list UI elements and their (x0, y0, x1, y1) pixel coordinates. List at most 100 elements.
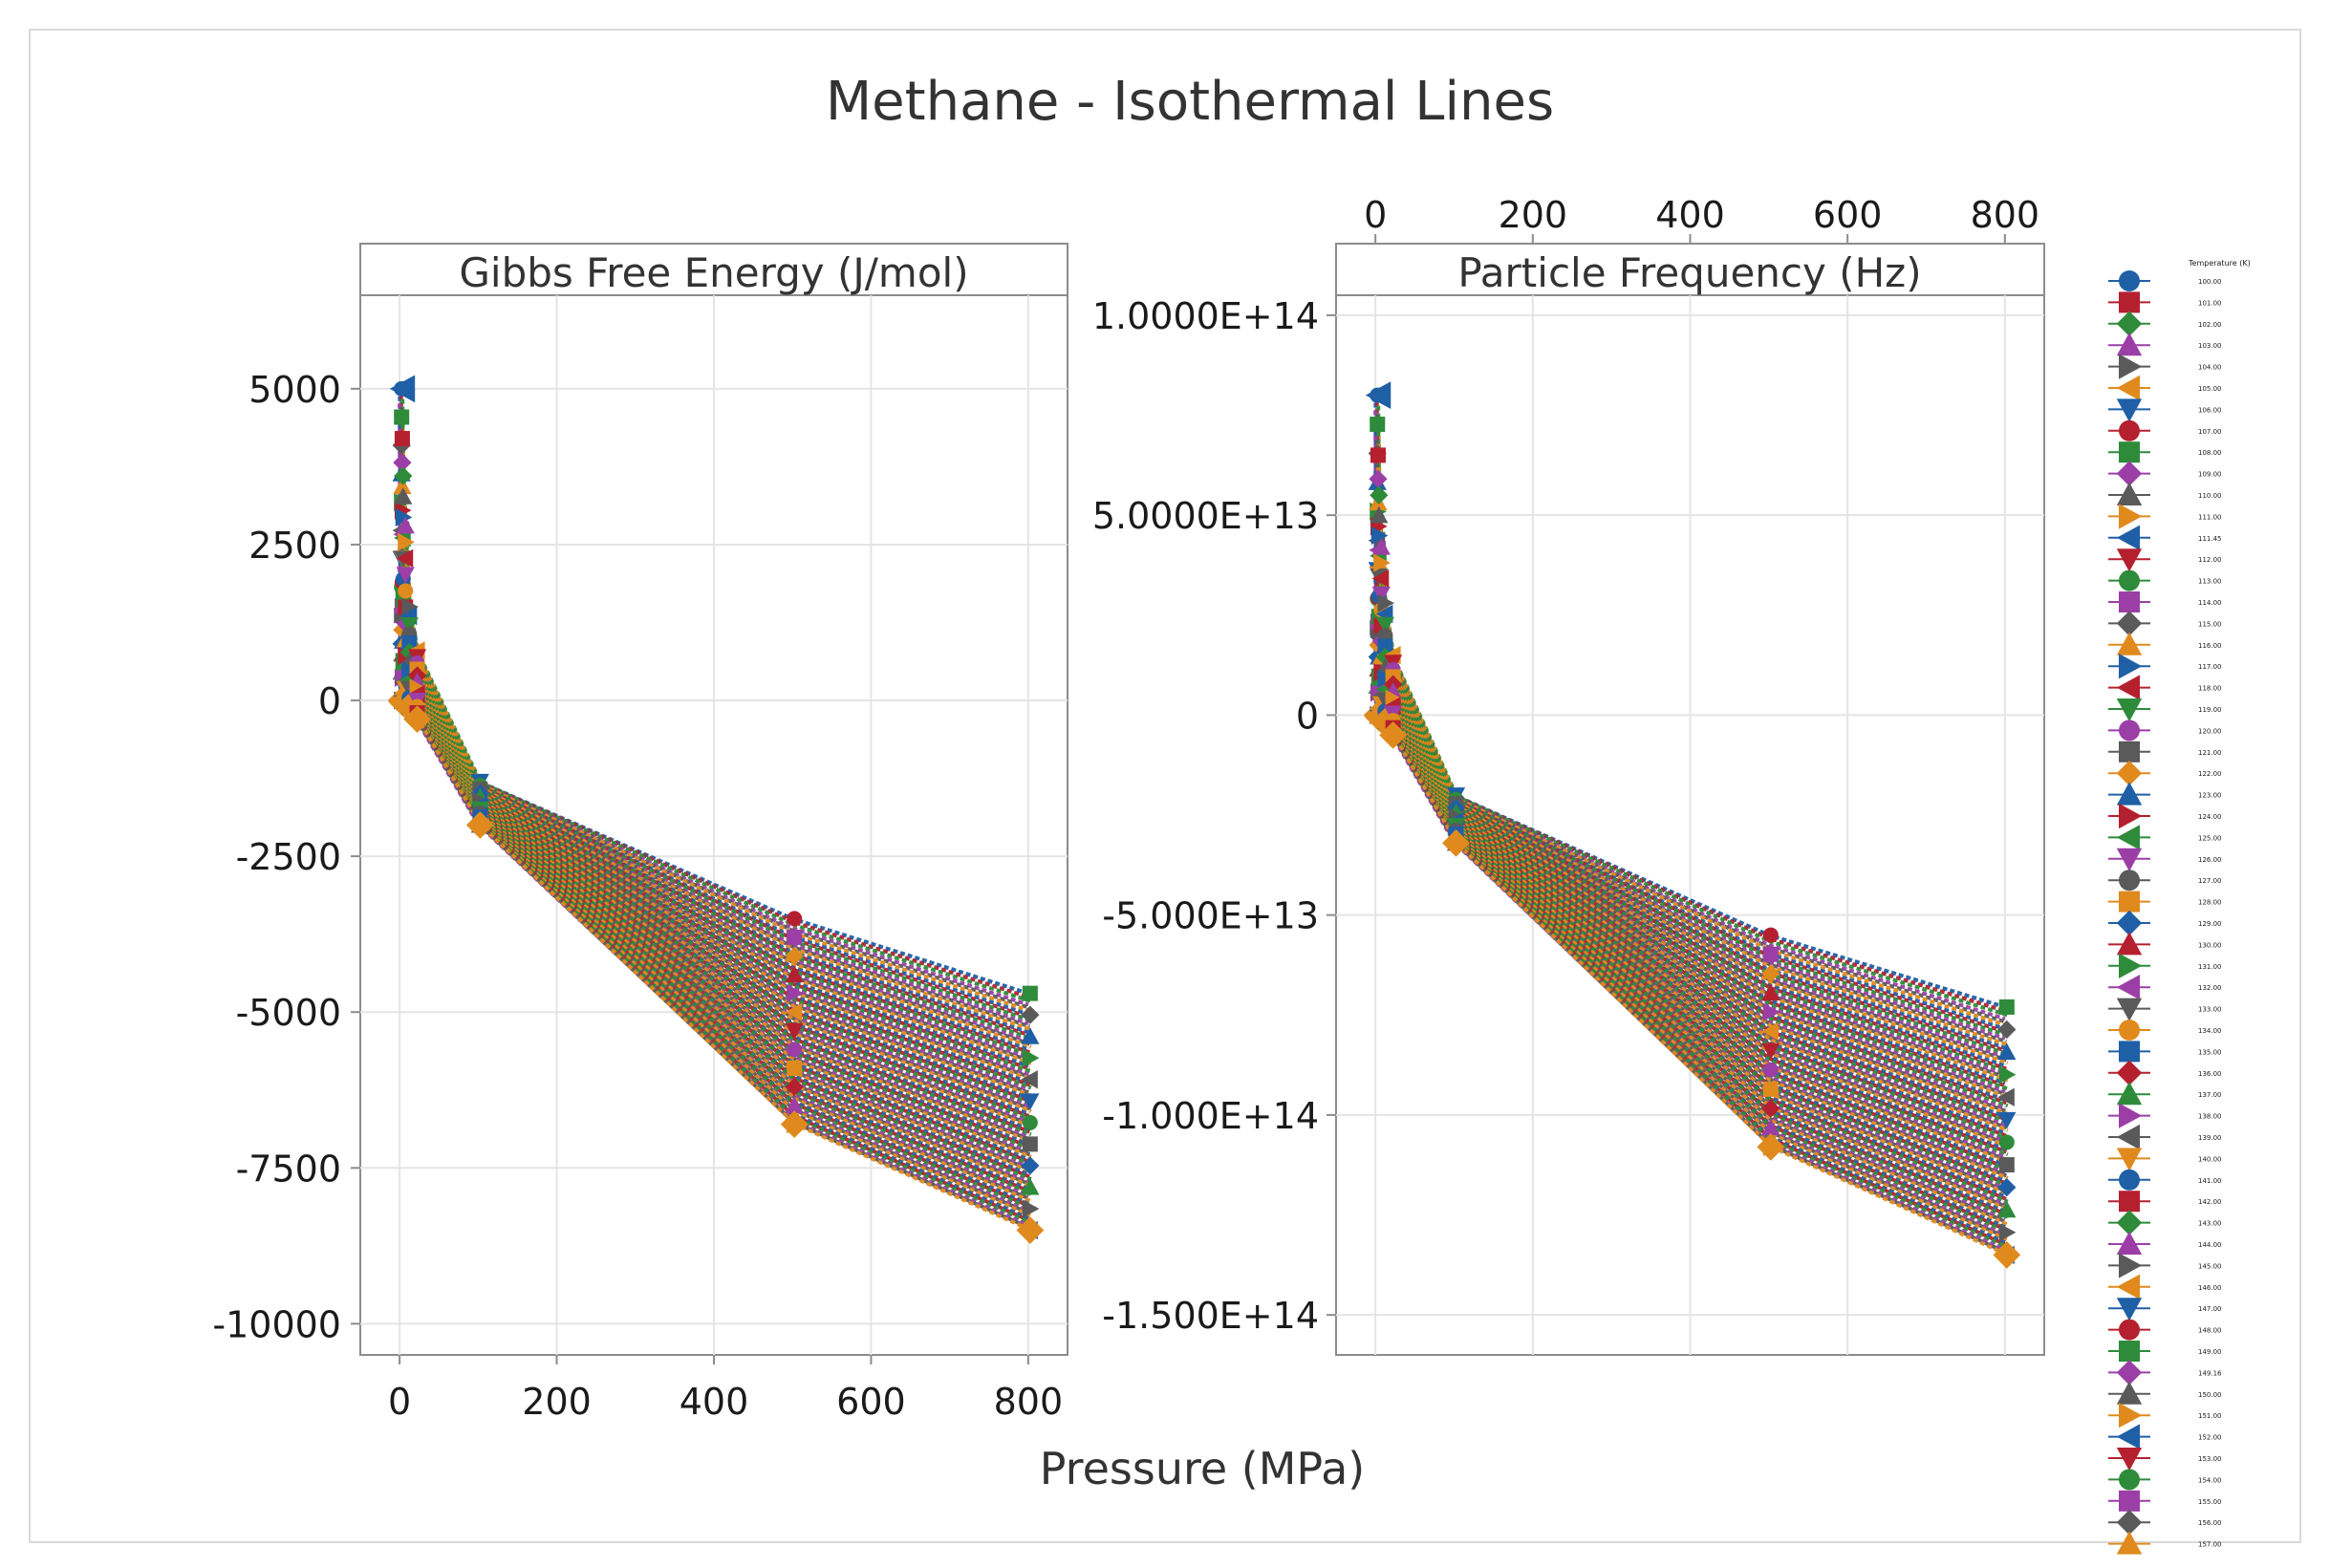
series-marker (1022, 1136, 1038, 1152)
figure-frame (29, 29, 2301, 1543)
legend-marker (2116, 848, 2143, 871)
legend-entry: 113.00 (2198, 578, 2222, 586)
legend-entry: 156.00 (2198, 1519, 2222, 1527)
frequency-markers (1363, 381, 2021, 1269)
legend-marker (2116, 1274, 2140, 1300)
series-marker (1377, 638, 1393, 655)
legend-entry: 104.00 (2198, 364, 2222, 372)
series-marker (1761, 983, 1780, 1001)
series-marker (396, 567, 415, 585)
series-marker (1377, 593, 1394, 612)
series-marker (1370, 485, 1389, 505)
legend-entry: 100.00 (2198, 278, 2222, 286)
legend-entry: 103.00 (2198, 342, 2222, 350)
series-marker (1998, 1065, 2017, 1085)
legend-entry: 139.00 (2198, 1134, 2222, 1142)
legend-entry: 105.00 (2198, 385, 2222, 393)
legend-marker (2116, 482, 2143, 505)
legend-marker (2116, 611, 2143, 636)
legend-entry: 121.00 (2198, 749, 2222, 757)
legend-marker (2116, 398, 2143, 422)
series-marker (1370, 505, 1389, 524)
legend-marker (2119, 504, 2143, 529)
legend-marker (2116, 632, 2143, 655)
series-marker (394, 466, 413, 485)
legend-marker (2119, 741, 2140, 763)
legend-entry: 153.00 (2198, 1455, 2222, 1463)
gibbs-panel-title: Gibbs Free Energy (J/mol) (459, 249, 968, 296)
legend-marker (2116, 1448, 2143, 1471)
last-isotherm-marker (1379, 720, 1408, 749)
legend-entry: 135.00 (2198, 1048, 2222, 1056)
series-marker (1022, 1199, 1040, 1218)
legend-marker (2116, 548, 2143, 572)
legend-marker (2116, 461, 2143, 486)
series-marker (1997, 1200, 2017, 1218)
series-marker (1369, 469, 1388, 488)
isotherm-line (1376, 655, 2009, 1212)
legend-entry: 120.00 (2198, 727, 2222, 735)
y-tick-label: 5000 (248, 369, 341, 411)
series-marker (787, 984, 804, 1003)
first-isotherm-marker (389, 375, 416, 403)
legend-marker (2116, 1210, 2143, 1235)
legend-title: Temperature (K) (2188, 259, 2251, 268)
series-marker (1021, 1156, 1040, 1175)
legend-marker (2119, 1319, 2140, 1341)
legend-marker (2119, 891, 2140, 913)
x-tick-label: 200 (522, 1381, 592, 1423)
legend-entry: 142.00 (2198, 1198, 2222, 1206)
legend-entry: 149.00 (2198, 1348, 2222, 1356)
last-isotherm-marker (1757, 1132, 1785, 1161)
series-marker (1997, 1111, 2017, 1129)
legend-marker (2119, 569, 2140, 591)
series-marker (785, 946, 804, 966)
legend-marker (2116, 1381, 2143, 1405)
legend-entry: 136.00 (2198, 1070, 2222, 1078)
legend-marker (2119, 1490, 2140, 1512)
legend-entry: 157.00 (2198, 1541, 2222, 1549)
series-marker (1762, 1081, 1779, 1097)
series-marker (1021, 1070, 1038, 1089)
series-marker (1022, 985, 1038, 1001)
gibbs-panel: Gibbs Free Energy (J/mol) 5000 2500 0 -2500… (212, 243, 1068, 1423)
series-marker (785, 1022, 804, 1041)
legend-entry: 114.00 (2198, 599, 2222, 607)
series-marker (1021, 1005, 1040, 1024)
legend-entry: 132.00 (2198, 984, 2222, 992)
gibbs-y-axis: 5000 2500 0 -2500 -5000 -7500 -10000 (212, 369, 360, 1345)
x-tick-label: 0 (388, 1381, 411, 1423)
legend-entry: 155.00 (2198, 1498, 2222, 1506)
series-marker (1761, 964, 1780, 983)
x-tick-label: 600 (836, 1381, 906, 1423)
legend-marker (2116, 1510, 2143, 1536)
y-tick-label: -10000 (212, 1303, 341, 1345)
legend-marker (2119, 270, 2140, 291)
isotherm-line (399, 477, 1031, 1063)
legend-marker (2116, 1231, 2143, 1255)
legend-entry: 117.00 (2198, 663, 2222, 671)
legend-entry: 122.00 (2198, 770, 2222, 778)
series-marker (785, 1096, 804, 1114)
legend-entry: 148.00 (2198, 1327, 2222, 1335)
legend-marker (2119, 419, 2140, 441)
series-marker (1762, 927, 1779, 943)
last-isotherm-marker (403, 705, 431, 733)
series-marker (785, 965, 804, 983)
legend-entry: 118.00 (2198, 685, 2222, 693)
legend-marker (2119, 1253, 2143, 1278)
series-marker (1021, 1027, 1040, 1044)
legend-marker (2116, 1148, 2143, 1171)
series-marker (787, 1060, 803, 1076)
y-tick-label: 0 (1296, 695, 1319, 737)
legend: Temperature (K) 100.00 101.00 102.00 103.00… (2108, 259, 2251, 1555)
legend-entry: 126.00 (2198, 856, 2222, 864)
legend-entry: 138.00 (2198, 1113, 2222, 1121)
legend-marker (2116, 932, 2143, 956)
legend-entry: 146.00 (2198, 1284, 2222, 1292)
legend-marker (2116, 1531, 2143, 1555)
legend-entry: 110.00 (2198, 492, 2222, 500)
legend-marker (2116, 698, 2143, 722)
frequency-x-axis: 0 200 400 600 800 (1364, 194, 2039, 244)
series-marker (1371, 538, 1391, 555)
